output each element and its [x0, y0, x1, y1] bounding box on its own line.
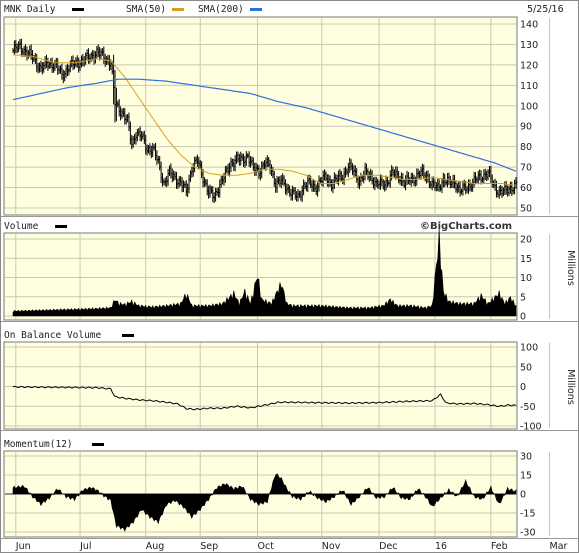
- obv-legend-swatch: [122, 334, 134, 337]
- panel-bg-price: [3, 16, 518, 216]
- sma50-legend-swatch: [172, 8, 184, 11]
- obv-header: On Balance Volume: [4, 330, 134, 341]
- y-tick-label: 100: [520, 101, 538, 112]
- volume-units-label: Millions: [565, 250, 576, 286]
- obv-title: On Balance Volume: [4, 330, 102, 341]
- y-tick-label: 30: [520, 452, 532, 463]
- x-tick-label: Jun: [15, 541, 31, 552]
- panel-header-strip-price: [1, 1, 578, 17]
- x-tick-label: Mar: [550, 541, 568, 552]
- ticker-legend-swatch: [72, 8, 84, 11]
- x-tick-labels: JunJulAugSepOctNovDec16FebMarAprMay: [15, 541, 568, 552]
- volume-legend-swatch: [55, 225, 67, 228]
- y-tick-label: 0: [520, 312, 526, 323]
- y-tick-labels: 50 60 70 80 90 100 110 120 130 140 0 5 10 15 20 -100 -50…: [520, 20, 542, 539]
- watermark: ©BigCharts.com: [420, 221, 512, 232]
- x-tick-label: 16: [435, 541, 447, 552]
- y-tick-label: 5: [520, 292, 526, 303]
- y-tick-label: 100: [520, 343, 538, 354]
- ticker-label: MNK Daily: [4, 4, 56, 15]
- y-tick-label: 15: [520, 254, 532, 265]
- y-tick-label: -15: [520, 509, 536, 520]
- panel-header-strip-volume: [1, 219, 578, 233]
- y-tick-label: 140: [520, 20, 538, 31]
- x-tick-label: Feb: [491, 541, 508, 552]
- y-tick-label: 120: [520, 60, 538, 71]
- plot-marks: [5, 38, 518, 532]
- y-tick-label: 15: [520, 471, 532, 482]
- y-tick-label: 110: [520, 81, 538, 92]
- date-label: 5/25/16: [527, 4, 564, 15]
- x-tick-label: Dec: [379, 541, 397, 552]
- price-header: MNK Daily SMA(50) SMA(200) 5/25/16: [4, 4, 564, 15]
- panel-header-strip-mom: [1, 437, 578, 451]
- y-tick-label: 60: [520, 183, 532, 194]
- y-tick-label: 10: [520, 273, 532, 284]
- sma200-label: SMA(200): [198, 4, 244, 15]
- momentum-title: Momentum(12): [4, 439, 73, 450]
- x-tick-label: Sep: [200, 541, 218, 552]
- volume-header: Volume ©BigCharts.com: [4, 221, 512, 232]
- x-tick-label: Nov: [322, 541, 341, 552]
- y-tick-label: 50: [520, 204, 532, 215]
- x-tick-label: Aug: [146, 541, 165, 552]
- obv-units-label: Millions: [565, 369, 576, 405]
- panels: [1, 1, 578, 539]
- panel-header-strip-obv: [1, 328, 578, 342]
- y-tick-label: 20: [520, 235, 532, 246]
- y-tick-label: 90: [520, 122, 532, 133]
- volume-area: [12, 228, 517, 317]
- x-tick-label: Jul: [79, 541, 91, 552]
- y-tick-label: 70: [520, 163, 532, 174]
- obv-line: [12, 385, 517, 411]
- sma200-line: [12, 78, 517, 172]
- y-tick-label: 0: [520, 382, 526, 393]
- y-tick-label: 0: [520, 490, 526, 501]
- y-tick-label: 80: [520, 142, 532, 153]
- panel-bg-obv: [3, 341, 518, 430]
- momentum-legend-swatch: [92, 443, 104, 446]
- sma50-line: [12, 54, 517, 186]
- y-tick-label: -50: [520, 402, 536, 413]
- momentum-area: [12, 473, 517, 532]
- y-tick-label: -100: [520, 422, 542, 433]
- y-tick-label: 130: [520, 40, 538, 51]
- sma50-label: SMA(50): [126, 4, 166, 15]
- price-bars: [12, 38, 518, 203]
- x-tick-label: Oct: [258, 541, 275, 552]
- y-tick-label: -30: [520, 528, 536, 539]
- momentum-header: Momentum(12): [4, 439, 104, 450]
- volume-title: Volume: [4, 221, 39, 232]
- sma200-legend-swatch: [250, 8, 262, 11]
- y-tick-label: 50: [520, 362, 532, 373]
